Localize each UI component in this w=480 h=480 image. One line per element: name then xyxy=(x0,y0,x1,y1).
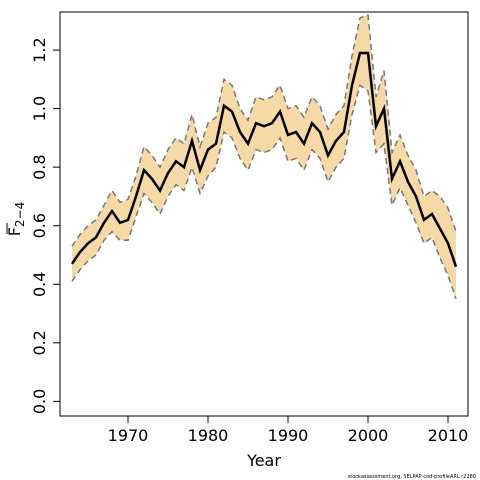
plot-frame xyxy=(59,11,469,417)
x-tick-label: 1970 xyxy=(108,426,149,445)
upper-ci-line xyxy=(71,13,457,247)
y-axis-title: F2−4 xyxy=(5,202,27,237)
x-tick-label: 2010 xyxy=(428,426,469,445)
footer-credit: stockassessment.org, SELPAP-cod-profileA… xyxy=(348,474,476,480)
plot-area xyxy=(70,13,458,300)
y-tick-label: 0.2 xyxy=(30,330,49,355)
x-tick-label: 1980 xyxy=(188,426,229,445)
x-tick-label: 2000 xyxy=(348,426,389,445)
x-axis-title: Year xyxy=(246,451,281,470)
x-axis: 1970 1980 1990 2000 2010 xyxy=(108,416,469,445)
y-tick-label-group: 0.0 xyxy=(30,389,49,414)
y-tick-label-group: 0.2 xyxy=(30,330,49,355)
y-axis-title-sub: 2−4 xyxy=(13,202,27,227)
y-tick-label: 0.0 xyxy=(30,389,49,414)
y-tick-label-group: 0.4 xyxy=(30,272,49,297)
y-tick-label-group: 0.8 xyxy=(30,154,49,179)
y-tick-label-group: 1.2 xyxy=(30,37,49,62)
y-axis: 0.0 0.2 0.4 0.6 0.8 1.0 1.2 xyxy=(30,37,60,414)
y-tick-label-group: 1.0 xyxy=(30,96,49,121)
y-tick-label: 0.8 xyxy=(30,154,49,179)
y-tick-label: 0.4 xyxy=(30,272,49,297)
y-tick-label: 1.0 xyxy=(30,96,49,121)
svg-text:F2−4: F2−4 xyxy=(5,202,27,237)
confidence-band xyxy=(72,14,456,299)
y-tick-label: 1.2 xyxy=(30,37,49,62)
estimate-line xyxy=(70,51,458,268)
x-tick-label: 1990 xyxy=(268,426,309,445)
y-axis-title-main: F xyxy=(5,227,24,236)
y-tick-label-group: 0.6 xyxy=(30,213,49,238)
y-tick-label: 0.6 xyxy=(30,213,49,238)
